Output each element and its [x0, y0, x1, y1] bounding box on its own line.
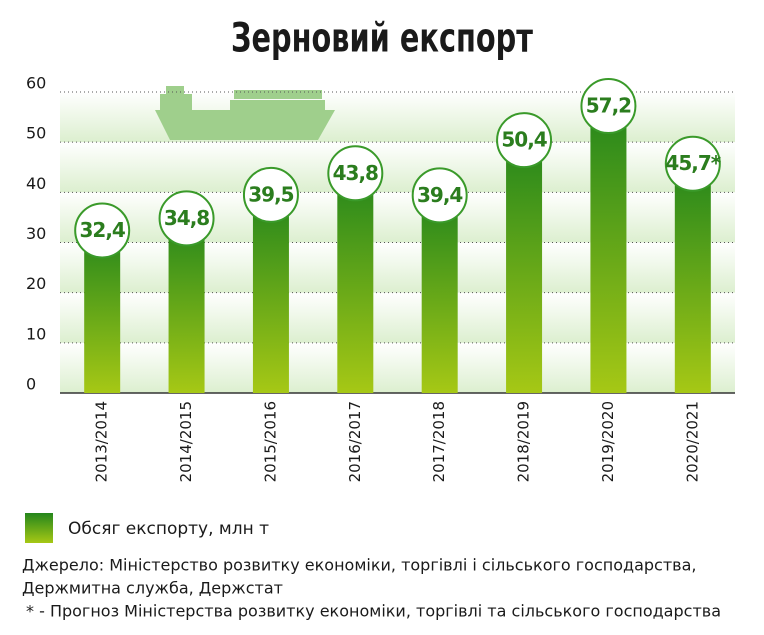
y-tick-label: 50 — [26, 124, 46, 143]
legend-label: Обсяг експорту, млн т — [68, 519, 269, 539]
value-badge — [664, 135, 721, 192]
y-tick-label: 30 — [26, 224, 46, 243]
value-label: 45,7* — [665, 151, 721, 175]
y-tick-label: 40 — [26, 174, 46, 193]
grid-band — [60, 292, 735, 343]
value-label: 43,8 — [333, 161, 378, 185]
y-tick-label: 10 — [26, 324, 46, 343]
value-label: 39,5 — [248, 182, 293, 206]
x-tick-label: 2015/2016 — [261, 401, 279, 482]
bar — [674, 163, 711, 393]
source-line: Джерело: Міністерство розвитку економіки… — [22, 556, 696, 575]
grid-band — [60, 142, 735, 193]
x-tick-label: 2020/2021 — [683, 401, 701, 482]
legend-swatch — [25, 513, 53, 543]
x-tick-label: 2013/2014 — [93, 401, 111, 482]
value-label: 50,4 — [501, 128, 546, 152]
title-group: Зерновий експорт — [231, 16, 534, 62]
x-tick-label: 2017/2018 — [430, 401, 448, 482]
value-badge — [158, 190, 215, 247]
x-tick-label: 2019/2020 — [599, 401, 617, 482]
value-label: 39,4 — [417, 183, 462, 207]
grid-band — [60, 242, 735, 293]
value-label: 34,8 — [164, 206, 209, 230]
bar — [421, 195, 458, 393]
chart-title: Зерновий експорт — [231, 16, 534, 62]
value-badge — [411, 167, 468, 224]
ship-icon — [155, 86, 335, 140]
value-badge — [242, 166, 299, 223]
source-line: Держмитна служба, Держстат — [22, 579, 283, 598]
x-tick-label: 2014/2015 — [177, 401, 195, 482]
bar — [506, 140, 543, 393]
value-badge — [580, 78, 637, 135]
y-tick-label: 20 — [26, 274, 46, 293]
value-label: 57,2 — [586, 94, 631, 118]
value-badge — [327, 145, 384, 202]
y-tick-label: 60 — [26, 74, 46, 93]
bar — [590, 106, 627, 394]
bar — [168, 218, 205, 393]
bar — [337, 173, 374, 393]
x-tick-label: 2016/2017 — [346, 401, 364, 482]
grid-band — [60, 342, 735, 393]
value-label: 32,4 — [80, 218, 125, 242]
footnote: * - Прогноз Міністерства розвитку економ… — [26, 602, 721, 621]
value-badge — [74, 202, 131, 259]
background-bands — [60, 92, 735, 393]
bar — [252, 194, 289, 393]
value-badge — [496, 112, 553, 169]
x-tick-label: 2018/2019 — [515, 401, 533, 482]
y-tick-label: 0 — [26, 375, 36, 394]
